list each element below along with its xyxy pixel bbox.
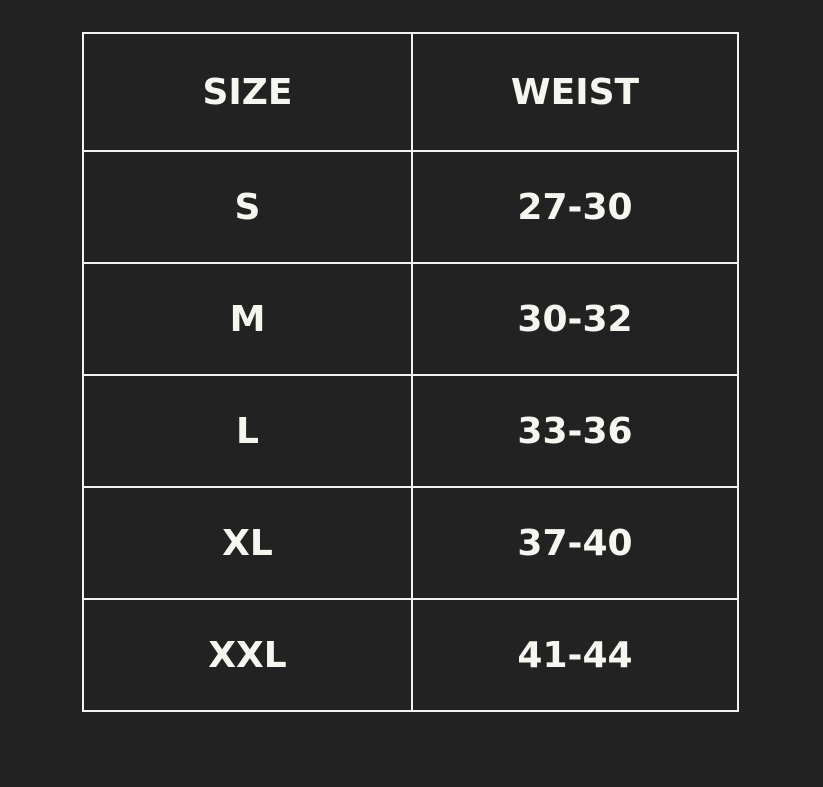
table-row: S 27-30 — [82, 150, 739, 264]
header-waist: WEIST — [411, 32, 739, 152]
table-row: M 30-32 — [82, 262, 739, 376]
waist-cell: 37-40 — [411, 486, 739, 600]
header-row: SIZE WEIST — [82, 32, 739, 152]
table-row: L 33-36 — [82, 374, 739, 488]
waist-cell: 41-44 — [411, 598, 739, 712]
table-row: XXL 41-44 — [82, 598, 739, 712]
size-cell: XL — [82, 486, 413, 600]
size-cell: XXL — [82, 598, 413, 712]
size-cell: M — [82, 262, 413, 376]
size-chart-table: SIZE WEIST S 27-30 M 30-32 L 33-36 XL 37… — [82, 32, 739, 712]
table-row: XL 37-40 — [82, 486, 739, 600]
size-cell: L — [82, 374, 413, 488]
waist-cell: 30-32 — [411, 262, 739, 376]
size-cell: S — [82, 150, 413, 264]
header-size: SIZE — [82, 32, 413, 152]
waist-cell: 33-36 — [411, 374, 739, 488]
waist-cell: 27-30 — [411, 150, 739, 264]
